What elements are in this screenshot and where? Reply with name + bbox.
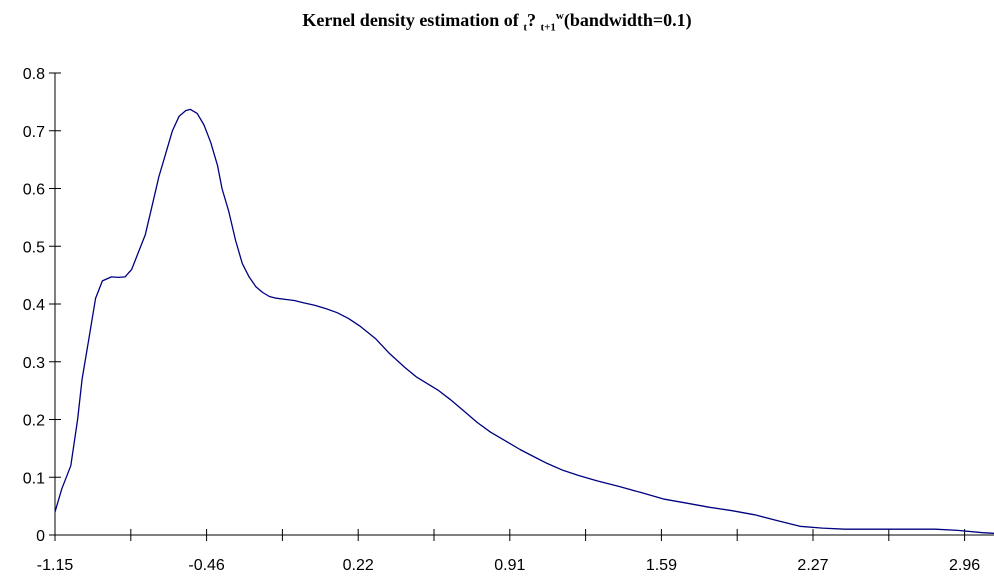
y-tick-label: 0 [36,528,45,545]
x-tick-label: 2.27 [797,557,828,574]
x-tick-label: -0.46 [188,557,225,574]
chart-title-mid: ? [526,10,541,30]
y-tick-label: 0.4 [23,297,45,314]
x-tick-label: 1.59 [646,557,677,574]
x-tick-label: 2.96 [949,557,980,574]
x-tick-label: 0.91 [494,557,525,574]
chart-title-suffix: (bandwidth=0.1) [563,10,692,30]
y-tick-label: 0.1 [23,470,45,487]
y-tick-label: 0.7 [23,124,45,141]
chart-title-sup: w [555,10,564,22]
x-tick-label: 0.22 [343,557,374,574]
chart-title-sub2: t+1 [540,21,556,34]
y-tick-label: 0.2 [23,413,45,430]
y-tick-label: 0.8 [23,66,45,83]
y-tick-label: 0.6 [23,182,45,199]
chart-title-sub1: t [523,21,527,34]
y-tick-label: 0.3 [23,355,45,372]
x-tick-label: -1.15 [37,557,74,574]
density-line [54,108,994,534]
y-tick-label: 0.5 [23,239,45,256]
chart-title: Kernel density estimation of t? t+1w(ban… [0,10,994,34]
chart-title-prefix: Kernel density estimation of [302,10,524,30]
